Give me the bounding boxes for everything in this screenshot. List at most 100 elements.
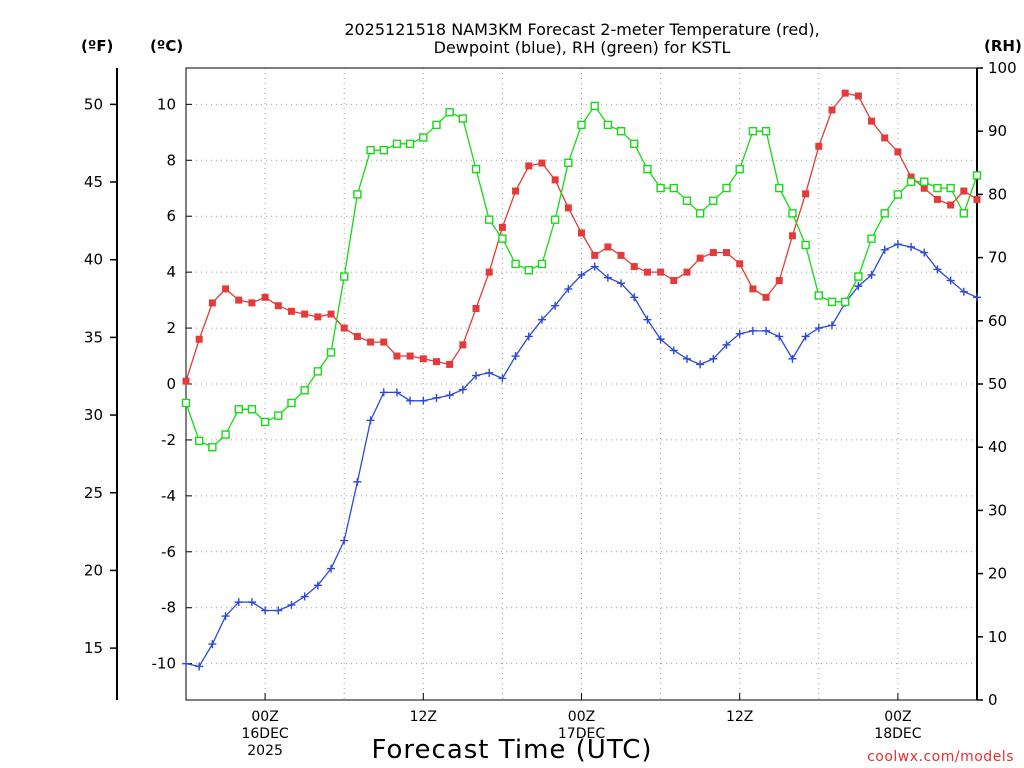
2-meter-temperature-point: [182, 377, 190, 385]
dewpoint-point: [247, 598, 256, 607]
2-meter-temperature-point: [538, 159, 546, 167]
rh-point: [419, 133, 428, 142]
x-tick-label: 00Z: [568, 709, 595, 725]
2-meter-temperature-point: [749, 285, 757, 293]
rh-point: [827, 297, 837, 307]
rh-point: [972, 171, 982, 180]
rh-point: [735, 164, 744, 174]
rh-point: [366, 145, 375, 155]
rh-point: [221, 430, 230, 439]
2-meter-temperature-point: [235, 296, 243, 304]
rh-point: [511, 259, 520, 269]
rh-point: [603, 120, 613, 130]
rh-tick-label: 0: [988, 691, 998, 709]
2-meter-temperature-point: [696, 254, 704, 262]
chart-title-line-1: 2025121518 NAM3KM Forecast 2-meter Tempe…: [344, 20, 819, 39]
rh-point: [287, 398, 296, 408]
rh-point: [959, 209, 969, 218]
rh-point: [946, 183, 955, 193]
dewpoint-point: [472, 371, 481, 380]
dewpoint-point: [564, 284, 573, 293]
dewpoint-point: [973, 293, 981, 302]
2-meter-temperature-point: [868, 117, 876, 125]
rh-point: [471, 164, 481, 174]
2-meter-temperature-point: [578, 229, 585, 237]
2-meter-temperature-point: [736, 260, 744, 268]
2-meter-temperature-point: [261, 293, 269, 301]
rh-tick-label: 100: [988, 59, 1017, 77]
rh-point: [669, 183, 678, 193]
2-meter-temperature-point: [551, 176, 559, 184]
2-meter-temperature-point: [762, 293, 770, 301]
dewpoint-point: [274, 606, 283, 615]
2-meter-temperature-point: [406, 352, 414, 360]
rh-point: [906, 177, 916, 186]
chart-title-line-2: Dewpoint (blue), RH (green) for KSTL: [434, 38, 731, 57]
2-meter-temperature-point: [380, 338, 388, 346]
2-meter-temperature-point: [617, 251, 625, 259]
2-meter-temperature-point: [973, 195, 981, 203]
dewpoint-point: [748, 326, 757, 335]
2-meter-temperature-point: [314, 313, 322, 321]
dewpoint-point: [801, 332, 810, 341]
dewpoint-point: [300, 592, 309, 601]
2-meter-temperature-point: [854, 92, 862, 100]
2-meter-temperature-point: [301, 310, 309, 318]
rh-point: [260, 417, 270, 427]
dewpoint-point: [827, 321, 836, 330]
dewpoint-point: [933, 265, 942, 274]
fahrenheit-tick-label: 45: [84, 173, 103, 191]
2-meter-temperature-point: [933, 195, 941, 203]
rh-point: [854, 272, 863, 281]
dewpoint-point: [537, 315, 546, 324]
2-meter-temperature-point: [788, 232, 796, 240]
celsius-tick-label: 4: [166, 263, 176, 281]
2-meter-temperature-point: [894, 148, 902, 156]
dewpoint-point: [959, 287, 968, 296]
2-meter-temperature-point: [604, 243, 612, 251]
data-series: [182, 89, 982, 671]
celsius-tick-label: -8: [161, 599, 176, 617]
2-meter-temperature-point: [841, 89, 849, 97]
rh-point: [564, 158, 573, 168]
dewpoint-point: [880, 245, 889, 254]
2-meter-temperature-point: [222, 285, 230, 293]
rh-point: [498, 234, 507, 243]
dewpoint-point: [656, 335, 665, 344]
dewpoint-point: [814, 324, 823, 333]
tick-labels: 1520253035404550-10-8-6-4-20246810010203…: [84, 59, 1017, 759]
2-meter-temperature-point: [657, 268, 665, 276]
rh-point: [643, 164, 652, 174]
rh-point: [814, 291, 823, 300]
dewpoint-point: [353, 477, 362, 486]
2-meter-temperature-point: [498, 223, 506, 231]
rh-point: [695, 209, 705, 218]
dewpoint-point: [524, 332, 533, 341]
credit-text: coolwx.com/models: [867, 749, 1014, 765]
dewpoint-point: [920, 248, 929, 257]
celsius-tick-label: 10: [157, 95, 176, 113]
rh-tick-label: 50: [988, 375, 1007, 393]
dewpoint-point: [498, 374, 507, 383]
2-meter-temperature-point: [591, 251, 599, 259]
fahrenheit-tick-label: 35: [84, 328, 103, 346]
rh-point: [867, 234, 876, 243]
2-meter-temperature-point: [920, 184, 928, 192]
dewpoint-point: [392, 388, 401, 397]
dewpoint-point: [669, 346, 678, 355]
rh-tick-label: 60: [988, 312, 1007, 330]
dewpoint-point: [643, 315, 652, 324]
celsius-tick-label: -4: [161, 487, 176, 505]
dewpoint-point: [722, 340, 731, 349]
dewpoint-point: [458, 385, 467, 394]
2-meter-temperature-point: [353, 332, 361, 340]
2-meter-temperature-point: [367, 338, 375, 346]
rh-point: [445, 108, 454, 117]
rh-point: [392, 139, 402, 149]
dewpoint-point: [261, 606, 270, 615]
rh-point: [405, 139, 415, 149]
x-tick-label: 18DEC: [874, 726, 921, 742]
rh-point: [775, 183, 784, 193]
rh-tick-label: 30: [988, 501, 1007, 519]
